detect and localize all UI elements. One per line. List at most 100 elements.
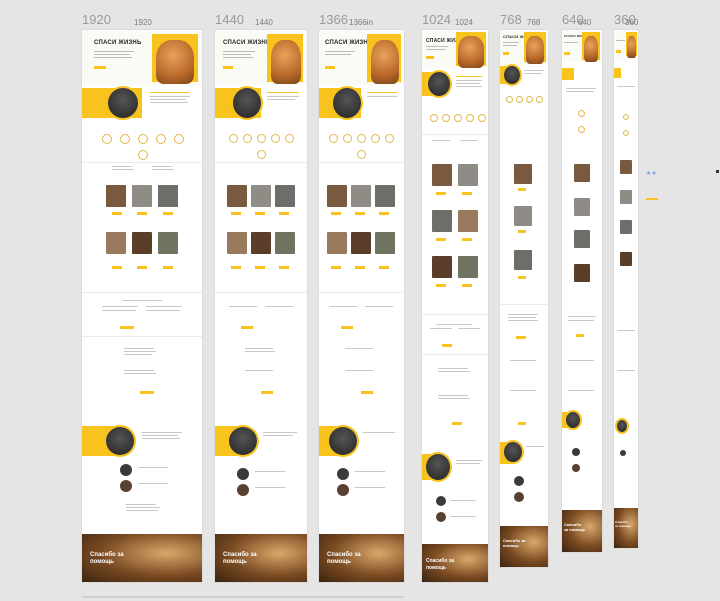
hero-dog-image	[458, 36, 484, 68]
pet-photo[interactable]	[106, 185, 126, 207]
feature-icon	[478, 114, 486, 122]
frame-label-1024[interactable]: 1024	[422, 12, 451, 27]
pet-photo[interactable]	[327, 185, 347, 207]
artboard-1440[interactable]: СПАСИ ЖИЗНЬ Спасибо за помощь	[215, 30, 307, 582]
pet-photo[interactable]	[158, 185, 178, 207]
hero-section	[614, 30, 638, 60]
hero-title: СПАСИ ЖИЗНЬ	[94, 40, 142, 46]
pet-photo[interactable]	[514, 250, 532, 270]
pet-photo[interactable]	[620, 252, 632, 266]
feature-icon	[257, 150, 266, 159]
footer-thanks-text: Спасибо за помощь	[503, 538, 526, 548]
footer-banner: Спасибо за помощь	[562, 510, 602, 552]
hero-title: СПАСИ ЖИЗНЬ	[503, 34, 536, 39]
pet-photo[interactable]	[275, 185, 295, 207]
frame-sublabel-640: 640	[578, 18, 592, 27]
pet-photo[interactable]	[458, 164, 478, 186]
pet-photo[interactable]	[251, 185, 271, 207]
frame-sublabel-1440: 1440	[255, 18, 273, 27]
feature-icon	[257, 134, 266, 143]
frame-label-768[interactable]: 768	[500, 12, 522, 27]
hero-dog-image	[156, 40, 194, 84]
hero-help-button[interactable]	[503, 52, 509, 55]
pet-photo[interactable]	[574, 264, 590, 282]
feature-icon	[285, 134, 294, 143]
hero-help-button[interactable]	[223, 66, 233, 69]
pet-photo[interactable]	[620, 220, 632, 234]
pet-photo[interactable]	[132, 232, 152, 254]
rescue-photo	[233, 88, 261, 118]
pet-photo[interactable]	[514, 206, 532, 226]
feature-icon	[102, 134, 112, 144]
pet-photo[interactable]	[375, 185, 395, 207]
footer-thanks-text: Спасибо за помощь	[615, 520, 631, 528]
frame-label-1920[interactable]: 1920	[82, 12, 111, 27]
pet-photo[interactable]	[514, 164, 532, 184]
pet-photo[interactable]	[106, 232, 126, 254]
footer-thanks-text: Спасибо за помощь	[564, 522, 586, 532]
footer-banner: Спасибо за помощь	[500, 526, 548, 567]
pet-photo[interactable]	[458, 210, 478, 232]
artboard-1024[interactable]: СПАСИ ЖИЗНЬ Спасибо за помощь	[422, 30, 488, 582]
pet-photo[interactable]	[275, 232, 295, 254]
feature-icon	[120, 134, 130, 144]
pet-photo[interactable]	[227, 232, 247, 254]
pet-photo[interactable]	[251, 232, 271, 254]
feature-icon	[357, 134, 366, 143]
hero-help-button[interactable]	[325, 66, 335, 69]
frame-label-1440[interactable]: 1440	[215, 12, 244, 27]
selection-tag[interactable]	[646, 198, 658, 200]
feature-icon	[138, 150, 148, 160]
feature-icon	[343, 134, 352, 143]
hero-help-button[interactable]	[94, 66, 106, 69]
feature-icon	[329, 134, 338, 143]
volunteer-photo	[229, 427, 257, 455]
pet-photo[interactable]	[432, 164, 452, 186]
pet-photo[interactable]	[574, 230, 590, 248]
pet-photo[interactable]	[620, 190, 632, 204]
selection-dots-icon[interactable]: ★★	[646, 171, 657, 177]
hero-section: СПАСИ ЖИЗНЬ	[319, 30, 404, 85]
hero-help-button[interactable]	[616, 50, 621, 53]
pet-photo[interactable]	[574, 198, 590, 216]
artboard-768[interactable]: СПАСИ ЖИЗНЬ Спасибо за помощь	[500, 30, 548, 567]
pet-photo[interactable]	[132, 185, 152, 207]
hero-section: СПАСИ ЖИЗНЬ	[422, 30, 488, 68]
artboard-640[interactable]: СПАСИ ЖИЗНЬ Спасибо за помощь	[562, 30, 602, 552]
hero-section: СПАСИ ЖИЗНЬ	[82, 30, 202, 85]
frame-label-640[interactable]: 640	[562, 12, 584, 27]
hero-dog-image	[627, 36, 636, 58]
pet-photo[interactable]	[432, 210, 452, 232]
volunteer-photo	[504, 442, 522, 462]
footer-thanks-text: Спасибо за помощь	[426, 558, 454, 571]
hero-help-button[interactable]	[564, 52, 570, 55]
rescue-photo	[333, 88, 361, 118]
pet-photo[interactable]	[458, 256, 478, 278]
feature-icon	[578, 126, 585, 133]
footer-banner: Спасибо за помощь	[422, 544, 488, 582]
pet-photo[interactable]	[620, 160, 632, 174]
artboard-1920[interactable]: СПАСИ ЖИЗНЬ	[82, 30, 202, 582]
artboard-1366[interactable]: СПАСИ ЖИЗНЬ Спасибо за помощь	[319, 30, 404, 582]
feature-icon	[138, 134, 148, 144]
footer-banner: Спасибо за помощь	[319, 534, 404, 582]
hero-help-button[interactable]	[426, 56, 434, 59]
footer-banner: Спасибо за помощь	[82, 534, 202, 582]
frame-label-360[interactable]: 360	[614, 12, 636, 27]
pet-photo[interactable]	[227, 185, 247, 207]
pet-photo[interactable]	[158, 232, 178, 254]
pet-photo[interactable]	[375, 232, 395, 254]
hero-title: СПАСИ ЖИЗНЬ	[325, 40, 373, 46]
footer-thanks-text: Спасибо за помощь	[90, 552, 124, 565]
footer-banner: Спасибо за помощь	[215, 534, 307, 582]
canvas-scrollbar[interactable]	[82, 596, 404, 598]
hero-dog-image	[526, 36, 544, 64]
pet-photo[interactable]	[574, 164, 590, 182]
artboard-360[interactable]: Спасибо за помощь	[614, 30, 638, 548]
edge-marker-icon	[716, 170, 719, 173]
pet-photo[interactable]	[432, 256, 452, 278]
pet-photo[interactable]	[327, 232, 347, 254]
pet-photo[interactable]	[351, 232, 371, 254]
frame-label-1366[interactable]: 1366	[319, 12, 348, 27]
pet-photo[interactable]	[351, 185, 371, 207]
